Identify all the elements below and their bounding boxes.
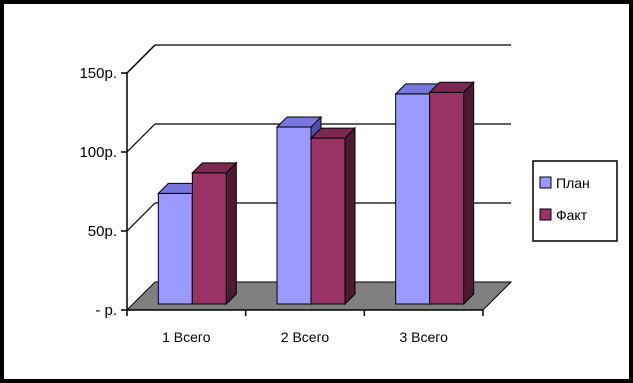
bar-side (463, 81, 475, 306)
bars (157, 81, 475, 306)
bar-top (275, 116, 323, 128)
bar-top (309, 127, 357, 139)
x-tick-label: 1 Всего (162, 329, 211, 345)
bar-top (191, 162, 238, 174)
bar-side (225, 161, 237, 306)
plot-walls (127, 45, 155, 310)
legend-box (532, 160, 618, 242)
bar-front (276, 126, 312, 305)
gridline-side (126, 123, 156, 153)
y-tick-label: 150р. (79, 65, 117, 82)
bar-front (429, 91, 465, 305)
bar-front (310, 137, 346, 305)
x-tick-labels: 1 Всего 2 Всего 3 Всего (162, 329, 448, 345)
bar-front (191, 172, 227, 305)
bar-side (344, 126, 356, 306)
x-tick-label: 3 Всего (399, 329, 448, 345)
bar-front (157, 192, 193, 305)
x-tick-label: 2 Всего (281, 329, 330, 345)
side-wall (127, 45, 155, 310)
legend-swatch-plan (539, 176, 552, 189)
y-tick-labels: - р. 50р. 100р. 150р. (79, 65, 117, 319)
legend-swatch-fact (539, 208, 552, 221)
axes (121, 44, 484, 316)
bar-top (428, 81, 475, 93)
y-tick-label: - р. (95, 302, 117, 319)
y-axis-top-edge (126, 44, 156, 74)
gridline-side (126, 202, 156, 232)
legend-label-fact: Факт (556, 207, 588, 223)
legend: План Факт (532, 160, 618, 242)
legend-label-plan: План (556, 175, 590, 191)
y-tick-label: 100р. (79, 144, 117, 161)
y-tick-label: 50р. (88, 223, 117, 240)
bar-front (395, 93, 431, 305)
